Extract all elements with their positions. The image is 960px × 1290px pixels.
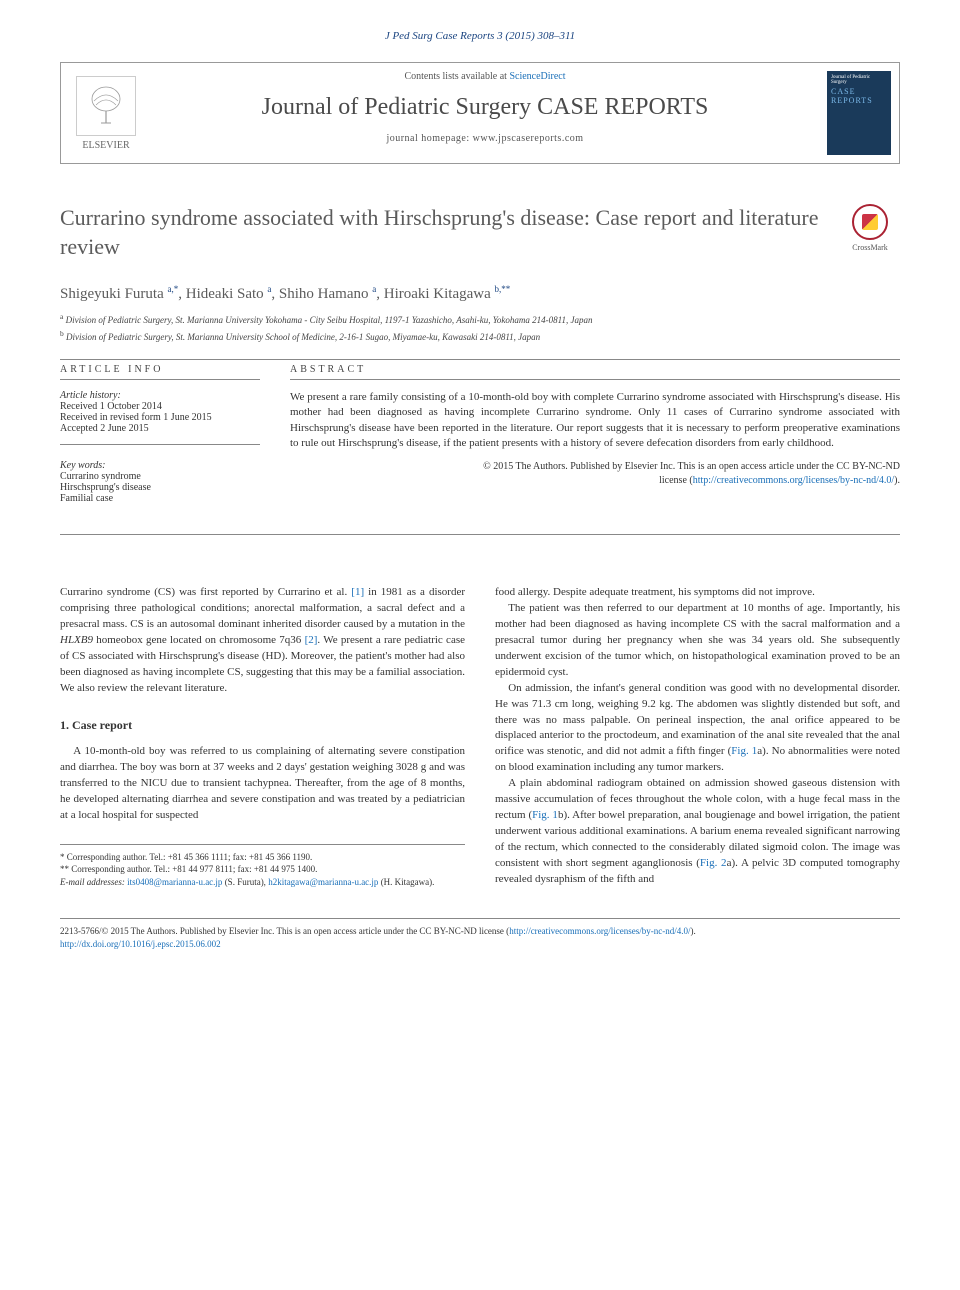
elsevier-label: ELSEVIER <box>82 140 129 151</box>
email-2-name: (H. Kitagawa). <box>378 877 434 887</box>
email-2-link[interactable]: h2kitagawa@marianna-u.ac.jp <box>268 877 378 887</box>
history-label: Article history: <box>60 390 260 401</box>
elsevier-tree-icon <box>76 76 136 136</box>
keywords-block: Key words: Currarino syndrome Hirschspru… <box>60 460 260 504</box>
journal-header-box: ELSEVIER Contents lists available at Sci… <box>60 62 900 164</box>
affiliations: a Division of Pediatric Surgery, St. Mar… <box>60 311 900 344</box>
article-info-heading: ARTICLE INFO <box>60 364 260 380</box>
cover-image: Journal of Pediatric Surgery CASE REPORT… <box>827 71 891 155</box>
divider <box>60 359 900 360</box>
doi-link[interactable]: http://dx.doi.org/10.1016/j.epsc.2015.06… <box>60 939 221 949</box>
info-abstract-row: ARTICLE INFO Article history: Received 1… <box>60 364 900 504</box>
copyright-block: © 2015 The Authors. Published by Elsevie… <box>290 460 900 488</box>
article-info-column: ARTICLE INFO Article history: Received 1… <box>60 364 260 504</box>
keyword-2: Hirschsprung's disease <box>60 482 260 493</box>
crossmark-icon <box>852 204 888 240</box>
abstract-text: We present a rare family consisting of a… <box>290 390 900 452</box>
body-p2: The patient was then referred to our dep… <box>495 601 900 681</box>
keyword-1: Currarino syndrome <box>60 471 260 482</box>
authors-line: Shigeyuki Furuta a,*, Hideaki Sato a, Sh… <box>60 284 900 303</box>
copyright-prefix: license ( <box>659 475 693 486</box>
history-revised: Received in revised form 1 June 2015 <box>60 412 260 423</box>
crossmark-label: CrossMark <box>852 243 888 252</box>
footer-cc-link[interactable]: http://creativecommons.org/licenses/by-n… <box>509 926 690 936</box>
body-p1: A 10-month-old boy was referred to us co… <box>60 744 465 824</box>
section-1-heading: 1. Case report <box>60 717 465 734</box>
keyword-3: Familial case <box>60 493 260 504</box>
cover-thumbnail: Journal of Pediatric Surgery CASE REPORT… <box>819 63 899 163</box>
keywords-label: Key words: <box>60 460 260 471</box>
body-p1-cont: food allergy. Despite adequate treatment… <box>495 585 900 601</box>
copyright-line1: © 2015 The Authors. Published by Elsevie… <box>483 461 900 472</box>
divider-2 <box>60 534 900 535</box>
header-center: Contents lists available at ScienceDirec… <box>151 63 819 163</box>
contents-prefix: Contents lists available at <box>404 71 509 82</box>
history-received: Received 1 October 2014 <box>60 401 260 412</box>
footer-issn-suffix: ). <box>690 926 695 936</box>
history-accepted: Accepted 2 June 2015 <box>60 423 260 434</box>
journal-homepage: journal homepage: www.jpscasereports.com <box>161 133 809 144</box>
crossmark-badge[interactable]: CrossMark <box>840 204 900 264</box>
affiliation-a: a Division of Pediatric Surgery, St. Mar… <box>60 311 900 328</box>
copyright-suffix: ). <box>894 475 900 486</box>
footer-issn: 2213-5766/© 2015 The Authors. Published … <box>60 926 509 936</box>
corr-author-2: ** Corresponding author. Tel.: +81 44 97… <box>60 863 465 876</box>
homepage-url[interactable]: www.jpscasereports.com <box>473 133 584 144</box>
elsevier-logo: ELSEVIER <box>61 63 151 163</box>
body-p3: On admission, the infant's general condi… <box>495 681 900 777</box>
footnotes: * Corresponding author. Tel.: +81 45 366… <box>60 844 465 889</box>
body-p4: A plain abdominal radiogram obtained on … <box>495 776 900 888</box>
journal-title: Journal of Pediatric Surgery CASE REPORT… <box>161 94 809 121</box>
abstract-heading: ABSTRACT <box>290 364 900 380</box>
cover-line2: CASE REPORTS <box>831 87 887 105</box>
intro-paragraph: Currarino syndrome (CS) was first report… <box>60 585 465 697</box>
affiliation-b: b Division of Pediatric Surgery, St. Mar… <box>60 328 900 345</box>
email-1-link[interactable]: its0408@marianna-u.ac.jp <box>127 877 222 887</box>
abstract-column: ABSTRACT We present a rare family consis… <box>290 364 900 504</box>
email-1-name: (S. Furuta), <box>222 877 268 887</box>
article-title: Currarino syndrome associated with Hirsc… <box>60 204 840 261</box>
article-header: Currarino syndrome associated with Hirsc… <box>60 204 900 264</box>
page-footer: 2213-5766/© 2015 The Authors. Published … <box>60 918 900 950</box>
corr-author-1: * Corresponding author. Tel.: +81 45 366… <box>60 851 465 864</box>
journal-reference: J Ped Surg Case Reports 3 (2015) 308–311 <box>60 30 900 42</box>
cover-line1: Journal of Pediatric Surgery <box>831 75 887 85</box>
body-text: Currarino syndrome (CS) was first report… <box>60 585 900 888</box>
emails: E-mail addresses: its0408@marianna-u.ac.… <box>60 876 465 889</box>
sciencedirect-link[interactable]: ScienceDirect <box>509 71 565 82</box>
contents-available-line: Contents lists available at ScienceDirec… <box>161 71 809 82</box>
homepage-prefix: journal homepage: <box>386 133 472 144</box>
history-block: Article history: Received 1 October 2014… <box>60 390 260 445</box>
cc-license-link[interactable]: http://creativecommons.org/licenses/by-n… <box>693 475 894 486</box>
email-label: E-mail addresses: <box>60 877 127 887</box>
